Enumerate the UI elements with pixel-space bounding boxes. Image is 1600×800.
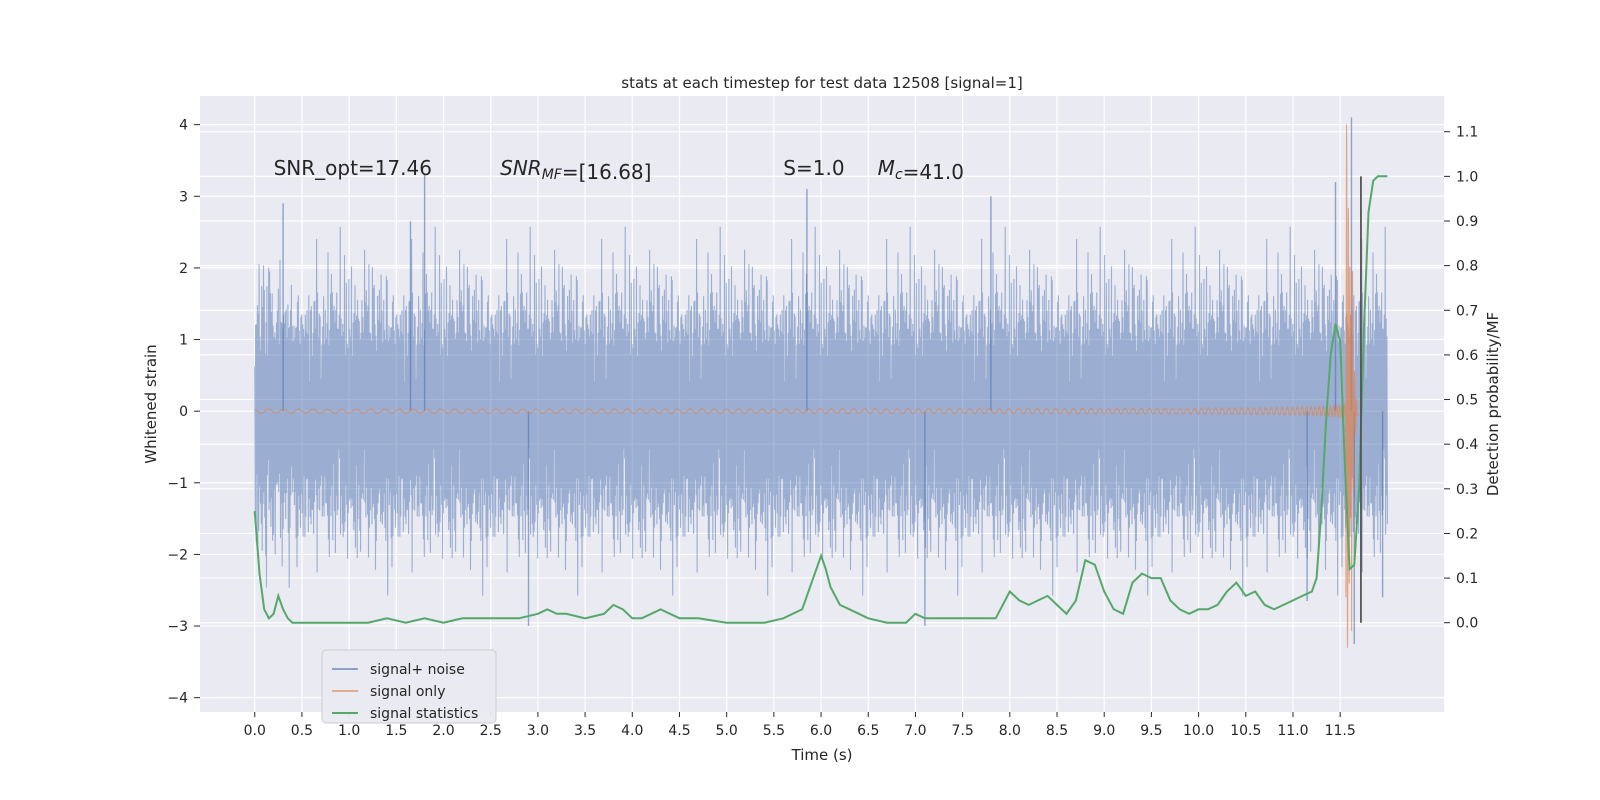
signal-statistics-line (253, 175, 1388, 624)
y2-tick-label: 0.6 (1456, 348, 1478, 364)
x-tick-label: 8.5 (1046, 723, 1068, 739)
x-tick-label: 4.5 (668, 723, 690, 739)
x-tick-label: 6.5 (857, 723, 879, 739)
y-tick-label: 2 (179, 261, 188, 277)
signal-noise-extremes (282, 117, 1384, 644)
x-tick-label: 10.0 (1183, 723, 1214, 739)
x-tick-label: 7.0 (904, 723, 926, 739)
x-tick-label: 0.5 (291, 723, 313, 739)
x-tick-label: 0.0 (244, 723, 266, 739)
annotation-3: S=1.0 (783, 156, 844, 180)
x-tick-label: 9.5 (1140, 723, 1162, 739)
y-tick-label: 0 (179, 404, 188, 420)
x-axis-label: Time (s) (791, 746, 853, 764)
y-tick-label: −2 (167, 547, 188, 563)
y-tick-label: −3 (167, 619, 188, 635)
y-tick-label: −4 (167, 691, 188, 707)
x-tick-label: 1.0 (338, 723, 360, 739)
signal-noise-line (254, 226, 1388, 596)
x-tick-label: 10.5 (1230, 723, 1261, 739)
y-tick-label: −1 (167, 476, 188, 492)
y2-tick-label: 0.3 (1456, 482, 1478, 498)
y2-tick-label: 0.9 (1456, 214, 1478, 230)
y2-tick-label: 0.4 (1456, 437, 1478, 453)
x-tick-label: 6.0 (810, 723, 832, 739)
y-tick-label: 1 (179, 333, 188, 349)
legend-label: signal only (370, 684, 445, 700)
x-tick-label: 4.0 (621, 723, 643, 739)
legend: signal+ noise signal only signal statistic… (321, 649, 497, 724)
y-tick-label: 4 (179, 118, 188, 134)
signal-only-line (254, 124, 1358, 648)
axes: 0.0 0.5 1.0 1.5 2.0 2.5 3.0 3.5 4.0 4.5 5.0 5.5 6.0 6… (167, 118, 1478, 739)
y2-tick-label: 1.1 (1456, 125, 1478, 141)
y2-tick-label: 0.7 (1456, 303, 1478, 319)
annotation-2: SNRMF=[16.68] (500, 156, 651, 184)
legend-label: signal+ noise (370, 662, 465, 678)
y2-tick-label: 1.0 (1456, 169, 1478, 185)
x-tick-label: 3.0 (527, 723, 549, 739)
x-tick-label: 11.0 (1277, 723, 1308, 739)
x-tick-label: 1.5 (385, 723, 407, 739)
x-tick-label: 5.5 (763, 723, 785, 739)
y2-axis-label: Detection probability/MF (1484, 312, 1502, 496)
y2-tick-label: 0.0 (1456, 616, 1478, 632)
y2-tick-label: 0.1 (1456, 571, 1478, 587)
x-tick-label: 11.5 (1325, 723, 1356, 739)
x-tick-label: 2.0 (432, 723, 454, 739)
x-tick-label: 9.0 (1093, 723, 1115, 739)
y2-tick-label: 0.2 (1456, 526, 1478, 542)
x-tick-label: 8.0 (999, 723, 1021, 739)
x-tick-label: 5.0 (716, 723, 738, 739)
y2-tick-label: 0.8 (1456, 259, 1478, 275)
annotation-4: Mc=41.0 (878, 156, 964, 184)
y2-tick-label: 0.5 (1456, 393, 1478, 409)
annotation-1: SNR_opt=17.46 (274, 156, 432, 180)
y-axis-label: Whitened strain (142, 344, 160, 463)
x-tick-label: 2.5 (480, 723, 502, 739)
legend-label: signal statistics (370, 706, 478, 722)
x-tick-label: 3.5 (574, 723, 596, 739)
legend-box (321, 649, 497, 724)
y-tick-label: 3 (179, 189, 188, 205)
x-tick-label: 7.5 (952, 723, 974, 739)
chart-title: stats at each timestep for test data 125… (621, 74, 1022, 92)
series-layer (253, 117, 1388, 648)
annotations: SNR_opt=17.46 SNRMF=[16.68] S=1.0 Mc=41.0 (274, 156, 964, 184)
